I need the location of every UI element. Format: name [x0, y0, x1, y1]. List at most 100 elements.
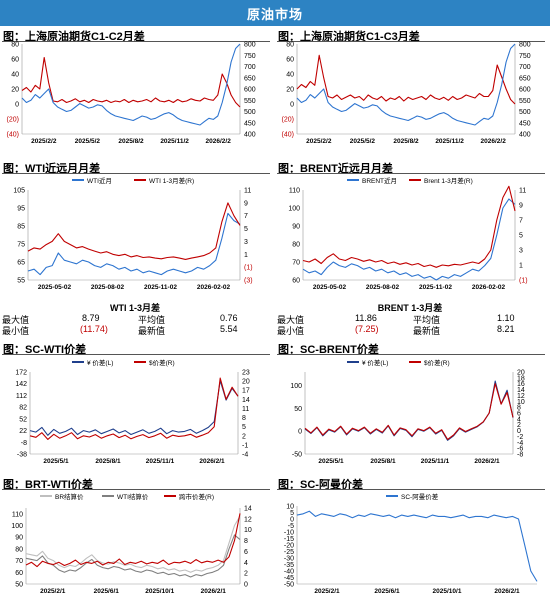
series-line-1 [27, 202, 241, 260]
series-line-2 [25, 513, 241, 568]
series-line-1 [21, 43, 241, 126]
panel-divider [277, 489, 545, 490]
y-tick-label-right: 400 [519, 132, 531, 139]
y-tick-label-right: 10 [244, 527, 252, 534]
y-tick-label-left: 80 [15, 546, 23, 553]
y-tick-label-right: 0 [244, 582, 248, 589]
x-tick-label: 2025/6/1 [374, 588, 400, 595]
series-line-1 [25, 534, 241, 578]
y-tick-label-left: 105 [13, 188, 25, 195]
panel-divider [277, 41, 545, 42]
y-tick-label-right: 7 [244, 213, 248, 220]
panel-title-sc-brent: 图：SC-BRENT价差 [278, 344, 379, 356]
y-tick-label-left: 90 [15, 535, 23, 542]
y-tick-label-right: 12 [517, 393, 525, 400]
y-tick-label-left: 55 [17, 278, 25, 285]
y-tick-label-right: (3) [244, 278, 253, 285]
y-tick-label-right: 6 [244, 549, 248, 556]
y-tick-label-left: 100 [290, 383, 302, 390]
x-tick-label: 2025/8/1 [95, 458, 121, 465]
y-tick-label-right: 9 [519, 203, 523, 210]
panel-divider [277, 354, 545, 355]
y-tick-label-right: 12 [244, 516, 252, 523]
y-tick-label-left: (40) [282, 132, 294, 139]
y-tick-label-left: 50 [294, 406, 302, 413]
x-tick-label: 2025/11/2 [435, 138, 464, 145]
x-tick-label: 2026/2/1 [494, 588, 520, 595]
y-tick-label-right: 8 [517, 405, 521, 412]
x-tick-label: 2025/8/1 [370, 458, 396, 465]
series-line-1 [29, 377, 239, 440]
y-tick-label-left: -15 [284, 536, 294, 543]
chart-sc-c1c2: 80 60 40 20 0 (20) (40) 800 750 700 650 600 550 500 45… [7, 42, 256, 146]
y-tick-label-right: 5 [244, 226, 248, 233]
panel-title-brent-spread: 图：BRENT近远月月差 [278, 163, 393, 175]
y-tick-label-right: 18 [517, 375, 525, 382]
y-tick-label-left: 100 [288, 206, 300, 213]
y-tick-label-left: 20 [11, 87, 19, 94]
y-tick-label-left: 40 [286, 72, 294, 79]
y-tick-label-right: 4 [517, 416, 521, 423]
y-tick-label-left: 110 [12, 511, 23, 518]
series-line-0 [302, 198, 516, 281]
x-tick-label: 2025/11/1 [421, 458, 450, 465]
y-tick-label-right: 8 [244, 538, 248, 545]
legend-label: $价差(R) [424, 358, 450, 367]
latest-label: 最新值 [413, 326, 441, 336]
y-tick-label-right: -8 [517, 452, 523, 459]
y-tick-label-right: 1 [244, 252, 248, 259]
y-tick-label-left: 60 [286, 57, 294, 64]
wti-stats-caption: WTI 1-3月差 [109, 303, 160, 313]
y-tick-label-right: 550 [519, 98, 531, 105]
y-tick-label-right: 3 [519, 248, 523, 255]
y-tick-label-right: 650 [519, 75, 531, 82]
y-tick-label-right: -2 [517, 434, 523, 441]
y-tick-label-right: 2 [517, 422, 521, 429]
y-tick-label-left: 0 [298, 429, 302, 436]
y-tick-label-right: 5 [242, 424, 246, 431]
x-tick-label: 2025-11-02 [144, 284, 177, 291]
panel-title-sc-oman: 图：SC-阿曼价差 [278, 479, 363, 491]
series-line-0 [296, 54, 516, 105]
y-tick-label-left: 65 [17, 260, 25, 267]
stats-row: 最大值 11.86 平均值 1.10 [275, 313, 545, 325]
y-tick-label-left: -50 [292, 452, 302, 459]
y-tick-label-left: 60 [11, 57, 19, 64]
y-tick-label-right: 7 [519, 218, 523, 225]
series-line-0 [296, 510, 538, 582]
series-line-1 [304, 383, 514, 440]
series-line-1 [296, 43, 516, 126]
legend-label: ¥ 价差(L) [362, 358, 388, 367]
y-tick-label-left: 0 [290, 102, 294, 109]
panel-divider [2, 489, 270, 490]
chart-sc-wti: 172142112825222-8-382320171411852-1-4202… [15, 358, 250, 465]
y-tick-label-right: 6 [517, 411, 521, 418]
x-tick-label: 2025/5/2 [350, 138, 376, 145]
y-tick-label-left: -45 [284, 575, 294, 582]
avg-value: 1.10 [497, 313, 515, 323]
x-tick-label: 2026-02-02 [197, 284, 231, 291]
panel-divider [277, 173, 545, 174]
y-tick-label-right: 9 [244, 200, 248, 207]
y-tick-label-left: 70 [292, 260, 300, 267]
legend-label: WTI结算价 [117, 492, 149, 501]
y-tick-label-left: -50 [284, 582, 294, 589]
max-value: 8.79 [82, 313, 100, 323]
legend-label: ¥ 价差(L) [87, 358, 113, 367]
x-tick-label: 2025/6/1 [94, 588, 120, 595]
legend-label: Brent 1-3月差(R) [424, 176, 473, 185]
y-tick-label-right: 800 [244, 42, 256, 49]
y-tick-label-right: 16 [517, 381, 525, 388]
y-tick-label-left: -38 [17, 452, 27, 459]
y-tick-label-left: 50 [15, 582, 23, 589]
min-label: 最小值 [277, 326, 305, 336]
y-tick-label-left: 75 [17, 242, 25, 249]
y-tick-label-right: 600 [519, 87, 531, 94]
y-tick-label-left: 10 [286, 504, 294, 511]
panel-title-sc-c1c3: 图：上海原油期货C1-C3月差 [278, 31, 420, 43]
latest-value: 5.54 [220, 324, 238, 334]
x-tick-label: 2026/2/1 [201, 588, 227, 595]
y-tick-label-left: 172 [15, 370, 27, 377]
x-tick-label: 2026/2/1 [474, 458, 500, 465]
y-tick-label-left: -30 [284, 556, 294, 563]
